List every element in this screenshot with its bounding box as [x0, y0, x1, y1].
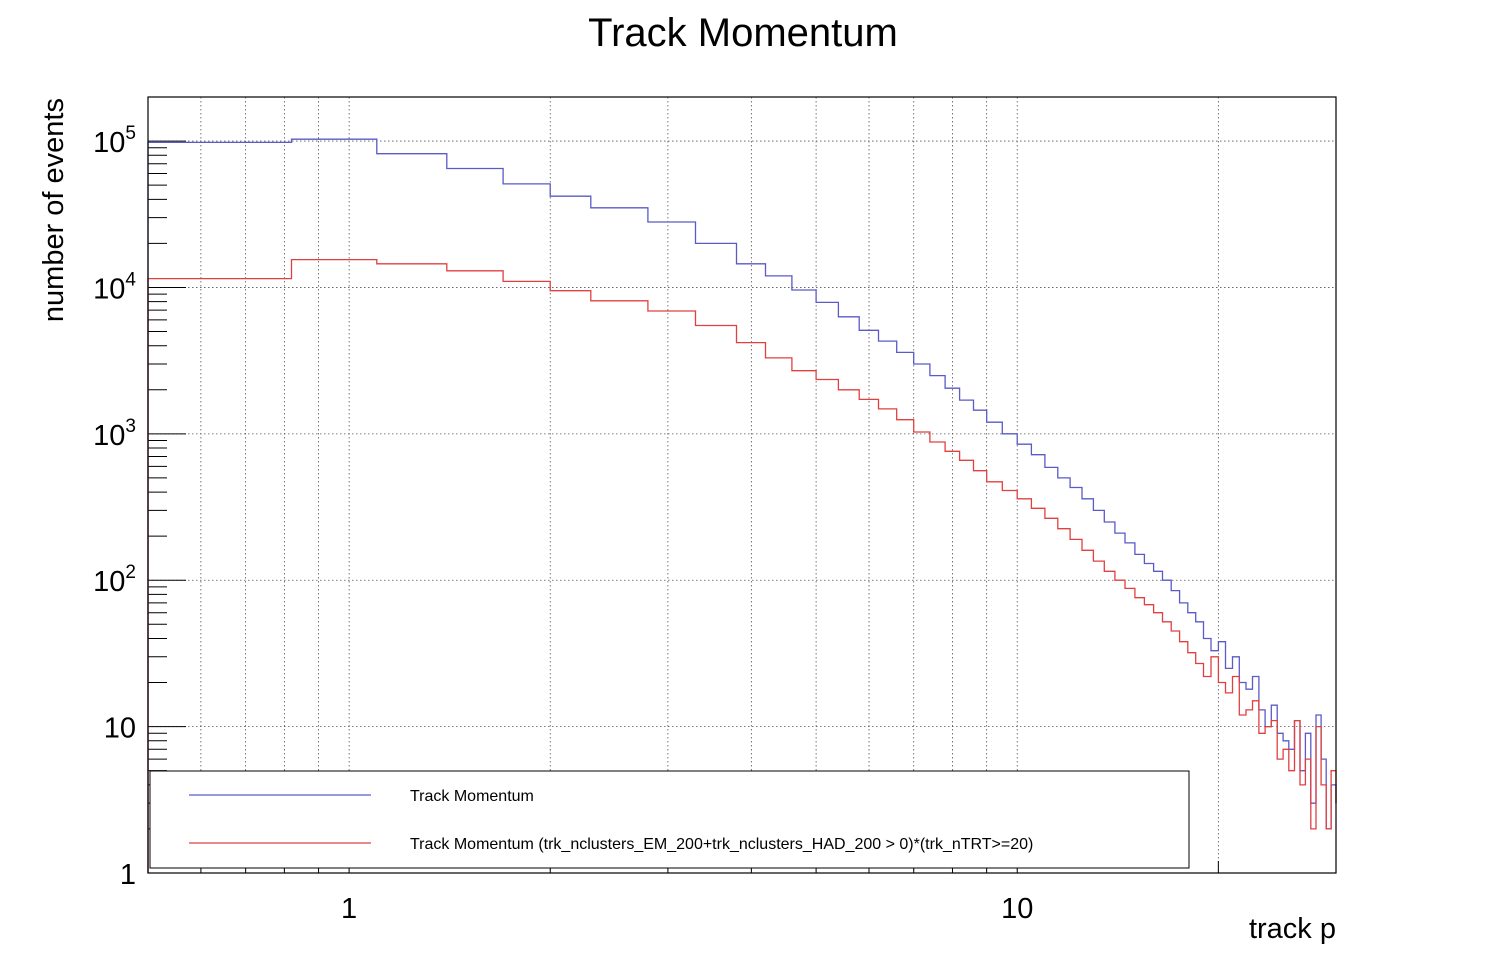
y-tick-label: 105: [93, 123, 136, 159]
grid: [147, 97, 1337, 874]
series-line-0: [147, 138, 1337, 873]
y-tick-label: 104: [93, 269, 136, 305]
series-layer: [147, 138, 1337, 873]
y-tick-label: 103: [93, 416, 136, 452]
y-tick-label: 10: [104, 713, 136, 745]
y-tick-label: 1: [120, 859, 136, 891]
x-tick-label: 1: [341, 893, 357, 925]
legend: Track Momentum Track Momentum (trk_nclus…: [149, 770, 1190, 869]
legend-label-track-momentum: Track Momentum: [410, 788, 534, 805]
y-tick-label: 102: [93, 562, 136, 598]
chart-title: Track Momentum: [588, 11, 898, 55]
x-tick-label: 10: [1001, 893, 1033, 925]
legend-box: [149, 770, 1190, 869]
legend-label-track-momentum-cut: Track Momentum (trk_nclusters_EM_200+trk…: [410, 836, 1033, 853]
axis-ticks: [147, 96, 1337, 874]
series-line-1: [147, 258, 1337, 873]
y-tick-labels: 1 10 102 103 104 105: [93, 123, 136, 891]
plot-frame: [147, 96, 1337, 874]
y-axis-title: number of events: [38, 98, 70, 322]
x-axis-title: track p: [1249, 913, 1336, 945]
x-tick-labels: 1 10: [341, 893, 1033, 925]
